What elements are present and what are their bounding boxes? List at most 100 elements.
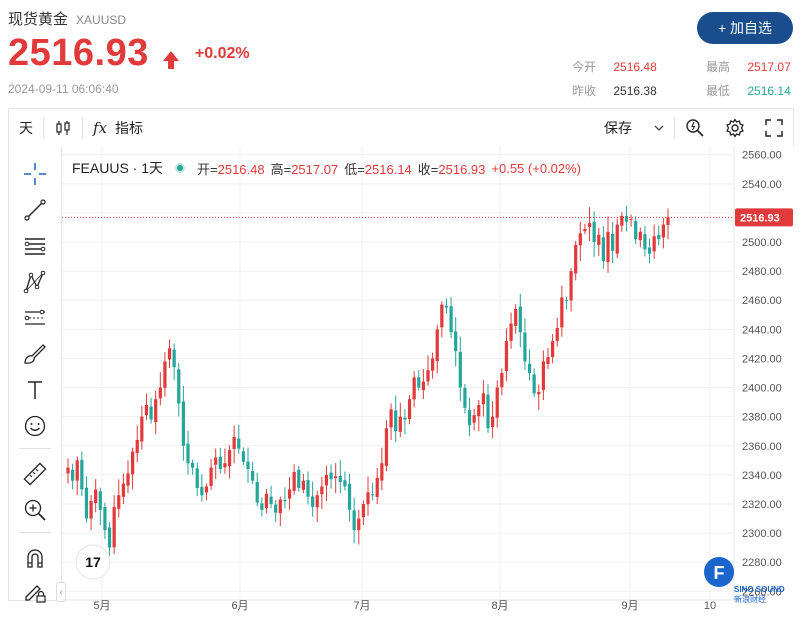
quick-search-button[interactable] — [675, 109, 715, 146]
candle-body — [126, 473, 130, 486]
y-tick-label: 2420.00 — [742, 353, 782, 365]
magnet-tool[interactable] — [21, 544, 49, 572]
candle-body — [223, 463, 227, 468]
projection-icon — [24, 309, 45, 325]
candle-body — [218, 456, 222, 470]
smiley-icon — [24, 415, 46, 437]
stat-low: 最低 2516.14 — [706, 82, 791, 99]
save-dropdown[interactable]: 保存 — [594, 109, 674, 146]
fib-tool[interactable] — [21, 232, 49, 260]
candle-body — [440, 304, 444, 328]
candle-body — [311, 496, 315, 507]
candle-body — [163, 361, 167, 388]
candle-body — [574, 244, 578, 274]
candle-body — [412, 377, 416, 400]
candle-body — [149, 406, 153, 420]
candle-body — [578, 233, 582, 246]
candle-body — [80, 459, 84, 490]
candle-body — [71, 469, 75, 481]
candle-body — [338, 476, 342, 483]
indicators-button[interactable]: fx 指标 — [83, 109, 153, 146]
fullscreen-button[interactable] — [755, 109, 793, 146]
candle-body — [647, 247, 652, 254]
candle-body — [652, 236, 656, 252]
trend-line-tool[interactable] — [21, 196, 49, 224]
candle-body — [246, 461, 250, 470]
x-tick-label: 7月 — [353, 600, 370, 612]
candle-body — [131, 451, 135, 475]
legend-change: +0.55 (+0.02%) — [491, 160, 582, 176]
crosshair-tool[interactable] — [21, 160, 49, 188]
candle-body — [624, 215, 629, 222]
candlestick-chart[interactable]: 2260.00 2280.00 2300.00 2320.00 2340.00 2360.… — [62, 146, 794, 615]
brush-tool[interactable] — [21, 340, 49, 368]
add-watchlist-button[interactable]: + 加自选 — [697, 12, 793, 44]
candle-body — [283, 499, 287, 502]
y-tick-label: 2300.00 — [742, 528, 782, 540]
candle-body — [135, 439, 139, 454]
candle-body — [232, 437, 236, 449]
gear-icon — [726, 118, 744, 137]
candle-body — [606, 231, 610, 263]
drawing-toolbar — [8, 146, 62, 603]
stat-high-value: 2517.07 — [747, 60, 791, 74]
tv-logo-bg — [75, 544, 111, 580]
interval-selector[interactable]: 天 — [19, 119, 33, 136]
stat-low-value: 2516.14 — [747, 84, 791, 98]
candle-body — [112, 506, 116, 548]
emoji-tool[interactable] — [21, 412, 49, 440]
candle-body — [509, 323, 513, 341]
watermark-line2: 新浪财经 — [734, 594, 766, 604]
legend-open: 2516.48 — [217, 161, 265, 177]
candle-body — [227, 450, 232, 466]
stat-open: 今开 2516.48 — [572, 58, 657, 75]
y-tick-label: 2340.00 — [742, 470, 782, 482]
candle-body — [504, 340, 509, 372]
x-tick-label: 10 — [704, 600, 716, 612]
candle-body — [200, 486, 204, 496]
zoom-tool[interactable] — [21, 496, 49, 524]
chart-legend: FEAUUS · 1天 开=2516.48 高=2517.07 低=2516.1… — [72, 158, 581, 178]
candle-body — [269, 496, 273, 504]
candle-body — [587, 223, 592, 227]
indicators-label: 指标 — [115, 119, 144, 136]
price-chart[interactable]: 2260.00 2280.00 2300.00 2320.00 2340.00 2360.… — [62, 146, 794, 615]
candle-body — [514, 308, 518, 326]
candle-body — [306, 480, 310, 497]
text-tool[interactable] — [21, 376, 49, 404]
legend-high-group: 高=2517.07 — [271, 159, 339, 178]
candle-body — [537, 391, 541, 395]
title-row: 现货黄金 XAUUSD — [8, 8, 126, 29]
candle-body — [278, 499, 282, 514]
candle-body — [597, 234, 601, 245]
candle-body — [352, 510, 356, 531]
candle-type-button[interactable] — [44, 109, 82, 146]
pattern-tool[interactable] — [21, 268, 49, 296]
timestamp: 2024-09-11 06:06:40 — [8, 82, 119, 96]
forecast-tool[interactable] — [21, 304, 49, 332]
settings-button[interactable] — [715, 109, 755, 146]
instrument-symbol: XAUUSD — [76, 13, 127, 27]
y-tick-label: 2320.00 — [742, 499, 782, 511]
candle-body — [103, 507, 107, 531]
stat-high-label: 最高 — [706, 60, 731, 74]
x-tick-label: 5月 — [93, 600, 110, 612]
candle-body — [209, 467, 213, 487]
zoom-in-icon — [24, 499, 46, 521]
candle-body — [251, 471, 255, 481]
collapse-tools-button[interactable]: ‹ — [56, 582, 66, 602]
toolbar-divider — [43, 116, 44, 139]
candle-body — [158, 387, 162, 399]
legend-open-label: 开= — [197, 161, 218, 177]
lock-draw-tool[interactable] — [21, 578, 49, 606]
candle-body — [564, 299, 569, 301]
stat-open-value: 2516.48 — [613, 60, 657, 74]
candle-body — [615, 224, 619, 254]
y-tick-label: 2280.00 — [742, 557, 782, 569]
y-tick-label: 2360.00 — [742, 441, 782, 453]
tools-divider — [19, 532, 51, 533]
candle-body — [144, 405, 149, 416]
chevron-down-icon — [654, 125, 664, 131]
y-tick-label: 2400.00 — [742, 383, 782, 395]
measure-tool[interactable] — [21, 460, 49, 488]
